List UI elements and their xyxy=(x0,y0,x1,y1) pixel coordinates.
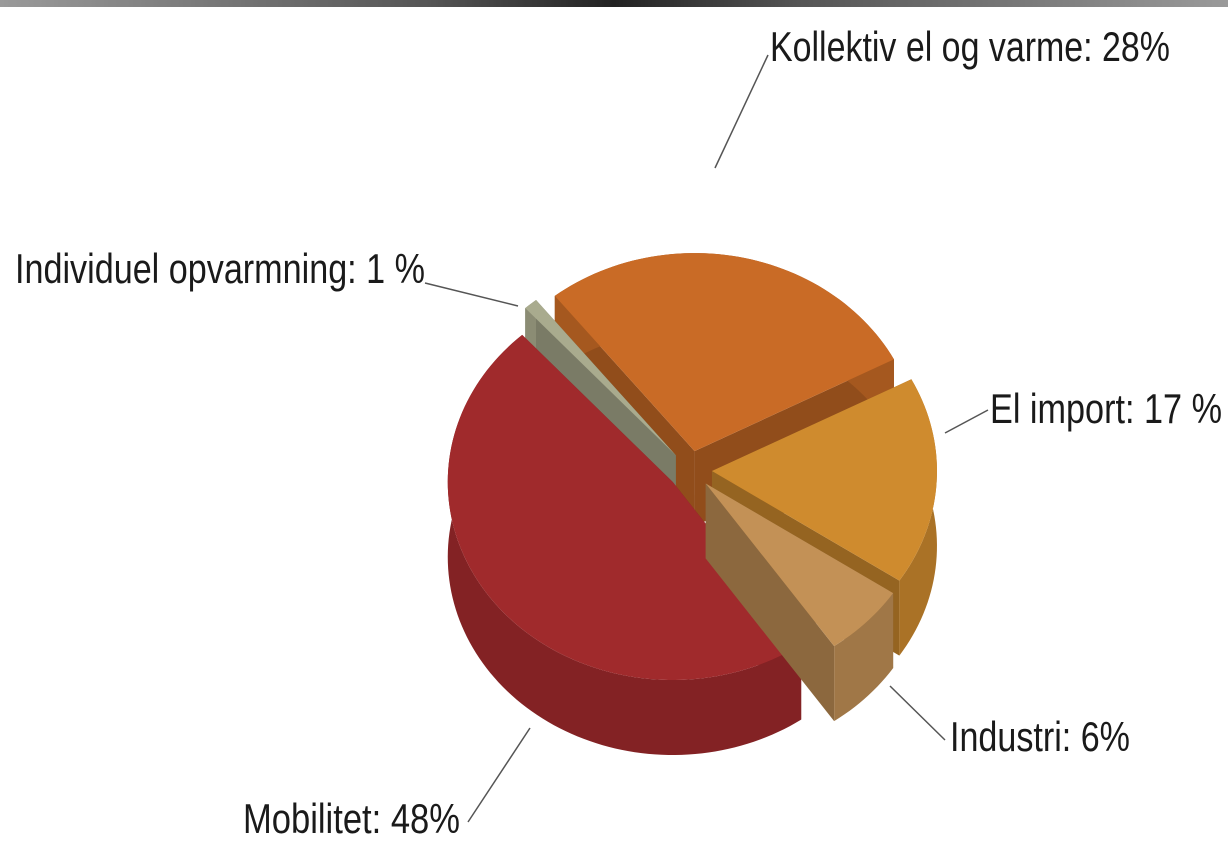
slice-label: El import: 17 % xyxy=(990,385,1222,432)
slice-top xyxy=(705,483,894,647)
slice-top xyxy=(525,300,676,456)
slice-label: Mobilitet: 48% xyxy=(243,795,460,842)
slice-label: Industri: 6% xyxy=(950,713,1130,760)
leader-line xyxy=(889,685,946,741)
top-bar xyxy=(0,0,1228,7)
slice-wall xyxy=(705,483,835,722)
slice-side xyxy=(447,334,802,756)
slice-top xyxy=(554,253,894,452)
slice-label: Individuel opvarmning: 1 % xyxy=(15,245,425,292)
slice xyxy=(447,334,802,756)
slice-side xyxy=(834,593,894,722)
slice-label: Kollektiv el og varme: 28% xyxy=(770,23,1170,70)
pie xyxy=(447,253,937,756)
slice xyxy=(705,483,894,722)
leader-line xyxy=(467,727,531,823)
leader-line xyxy=(714,54,769,169)
slice-top xyxy=(447,334,802,681)
leader-line xyxy=(424,282,519,307)
slice-top xyxy=(711,379,937,581)
leader-line xyxy=(944,409,989,434)
